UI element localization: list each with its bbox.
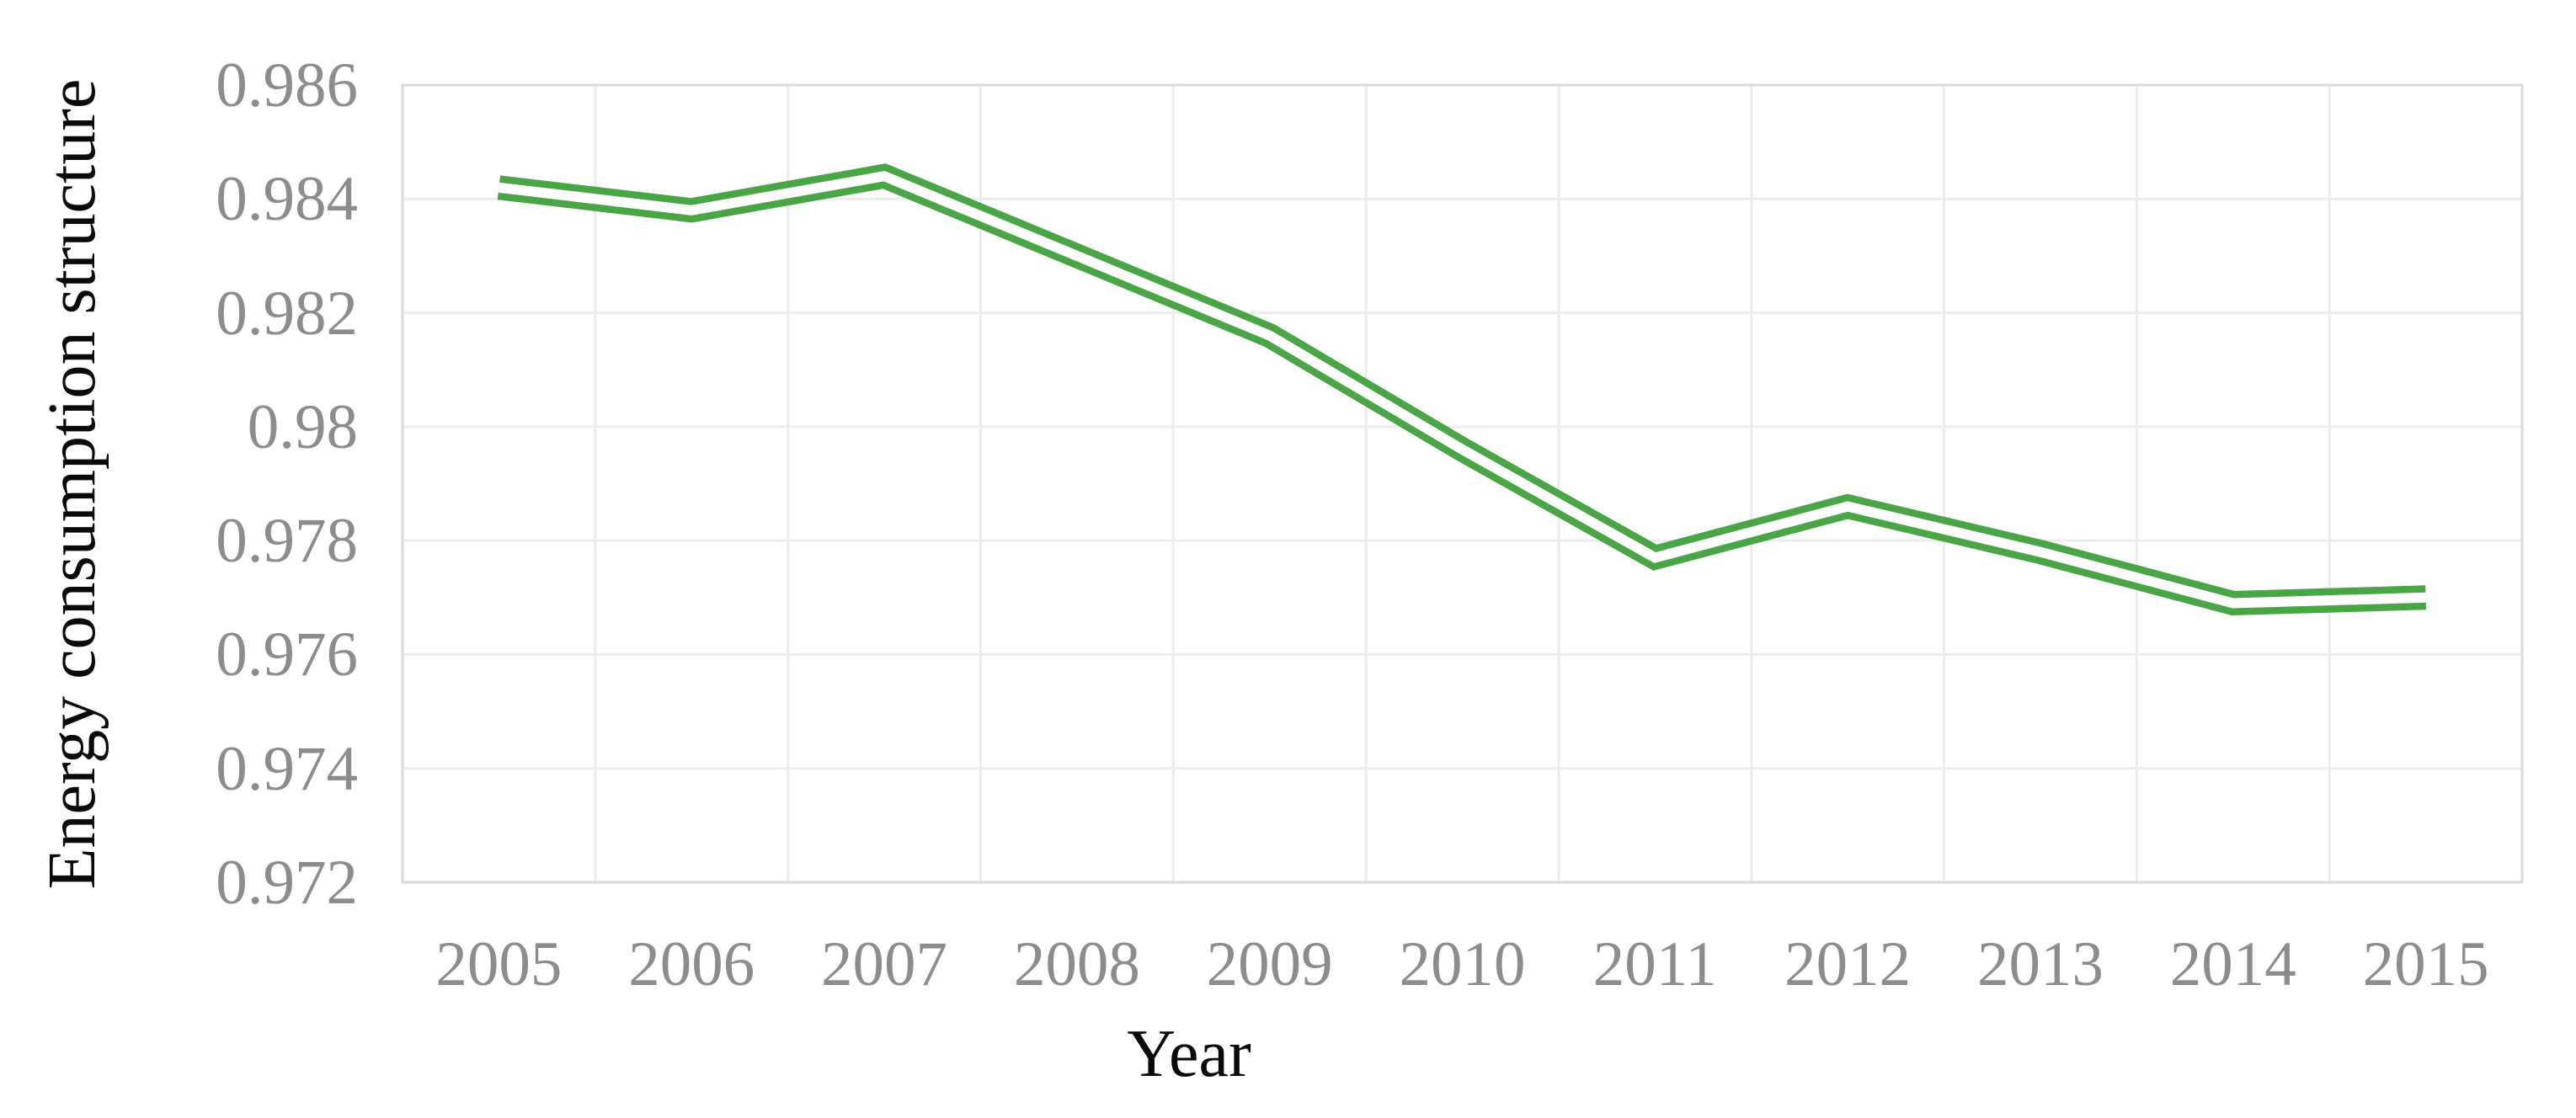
x-tick-label: 2008	[1013, 929, 1140, 999]
y-axis-title: Energy consumption structure	[35, 78, 109, 889]
x-tick-label: 2006	[628, 929, 755, 999]
y-tick-label: 0.974	[216, 733, 358, 804]
x-tick-label: 2005	[435, 929, 563, 999]
x-tick-label: 2013	[1976, 929, 2104, 999]
x-axis-title: Year	[1127, 1017, 1251, 1091]
x-tick-label: 2012	[1784, 929, 1912, 999]
series-line-double-gap	[498, 170, 2426, 609]
y-tick-label: 0.98	[247, 391, 358, 462]
y-tick-label: 0.978	[216, 506, 358, 577]
x-tick-label: 2007	[821, 929, 948, 999]
plot-border	[401, 83, 2524, 884]
x-tick-label: 2014	[2169, 929, 2296, 999]
x-tick-label: 2009	[1206, 929, 1333, 999]
x-tick-label: 2010	[1399, 929, 1526, 999]
y-tick-label: 0.986	[216, 51, 358, 120]
y-tick-label: 0.976	[216, 620, 358, 690]
y-tick-label: 0.972	[216, 848, 358, 918]
x-tick-label: 2015	[2362, 929, 2489, 999]
x-tick-label: 2011	[1592, 929, 1717, 999]
y-tick-label: 0.982	[216, 278, 358, 349]
y-tick-label: 0.984	[216, 164, 358, 235]
